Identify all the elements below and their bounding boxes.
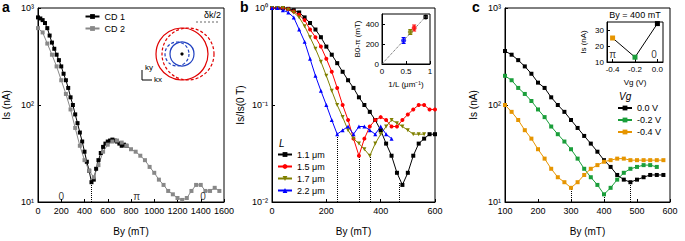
svg-text:200: 200 — [530, 206, 545, 216]
svg-text:δk/2: δk/2 — [204, 10, 221, 20]
svg-text:CD 1: CD 1 — [105, 12, 126, 22]
svg-text:400: 400 — [366, 20, 380, 29]
svg-text:Vg: Vg — [619, 91, 632, 102]
svg-text:0: 0 — [35, 206, 40, 216]
svg-text:Vg (V): Vg (V) — [624, 78, 647, 87]
svg-text:600: 600 — [662, 206, 677, 216]
svg-text:Is (nA): Is (nA) — [579, 30, 588, 54]
svg-text:c: c — [472, 0, 480, 15]
svg-text:1400: 1400 — [191, 206, 211, 216]
svg-text:10²: 10² — [21, 100, 34, 110]
svg-text:10¹: 10¹ — [21, 197, 34, 207]
svg-text:0.5: 0.5 — [400, 67, 412, 76]
svg-text:0: 0 — [374, 59, 379, 69]
svg-text:10³: 10³ — [21, 3, 34, 13]
svg-text:1: 1 — [428, 67, 433, 76]
svg-text:a: a — [2, 0, 10, 15]
svg-text:π: π — [609, 49, 616, 60]
svg-text:10⁰: 10⁰ — [255, 3, 268, 13]
svg-text:π: π — [133, 191, 140, 202]
svg-text:200: 200 — [54, 206, 69, 216]
svg-text:10⁻²: 10⁻² — [252, 197, 268, 207]
svg-text:0.0 V: 0.0 V — [637, 103, 658, 113]
svg-text:By (mT): By (mT) — [113, 226, 149, 237]
svg-text:Is (nA): Is (nA) — [468, 90, 479, 119]
svg-text:1.5 μm: 1.5 μm — [297, 162, 325, 172]
svg-text:20: 20 — [595, 42, 604, 51]
svg-text:By = 400 mT: By = 400 mT — [609, 10, 661, 20]
svg-text:By (mT): By (mT) — [336, 226, 372, 237]
svg-text:0.0: 0.0 — [652, 65, 664, 74]
svg-text:200: 200 — [319, 206, 334, 216]
svg-text:10¹: 10¹ — [488, 197, 501, 207]
svg-text:400: 400 — [77, 206, 92, 216]
svg-text:400: 400 — [373, 206, 388, 216]
svg-text:600: 600 — [427, 206, 442, 216]
svg-text:0: 0 — [651, 49, 657, 60]
svg-text:0: 0 — [58, 191, 64, 202]
svg-text:kx: kx — [154, 75, 162, 84]
svg-text:10: 10 — [595, 58, 604, 67]
svg-text:1.1 μm: 1.1 μm — [297, 150, 325, 160]
svg-text:1.7 μm: 1.7 μm — [297, 174, 325, 184]
svg-text:800: 800 — [123, 206, 138, 216]
svg-text:Is (nA): Is (nA) — [1, 90, 12, 119]
svg-text:10³: 10³ — [488, 3, 501, 13]
svg-text:600: 600 — [100, 206, 115, 216]
svg-text:1200: 1200 — [167, 206, 187, 216]
svg-text:400: 400 — [596, 206, 611, 216]
svg-text:-0.4 V: -0.4 V — [637, 127, 661, 137]
svg-text:-0.2 V: -0.2 V — [637, 115, 661, 125]
svg-text:-0.4: -0.4 — [606, 65, 620, 74]
svg-text:10⁻¹: 10⁻¹ — [252, 100, 268, 110]
svg-text:0: 0 — [380, 67, 385, 76]
svg-text:L: L — [279, 138, 285, 149]
svg-text:b: b — [240, 0, 249, 15]
svg-text:1/L (μm⁻¹): 1/L (μm⁻¹) — [388, 80, 424, 89]
svg-text:CD 2: CD 2 — [105, 24, 126, 34]
svg-text:B0-π (mT): B0-π (mT) — [353, 20, 362, 57]
svg-text:ky: ky — [145, 63, 153, 72]
svg-text:30: 30 — [595, 26, 604, 35]
svg-text:By (mT): By (mT) — [570, 226, 606, 237]
svg-text:1600: 1600 — [214, 206, 234, 216]
svg-text:Is/Is(0 T): Is/Is(0 T) — [235, 85, 246, 124]
svg-text:2.2 μm: 2.2 μm — [297, 186, 325, 196]
svg-text:100: 100 — [497, 206, 512, 216]
svg-text:0: 0 — [200, 191, 206, 202]
svg-text:300: 300 — [563, 206, 578, 216]
svg-text:200: 200 — [366, 40, 380, 49]
svg-text:0: 0 — [269, 206, 274, 216]
svg-text:10²: 10² — [488, 100, 501, 110]
svg-text:500: 500 — [629, 206, 644, 216]
svg-text:1000: 1000 — [144, 206, 164, 216]
svg-text:-0.2: -0.2 — [628, 65, 642, 74]
